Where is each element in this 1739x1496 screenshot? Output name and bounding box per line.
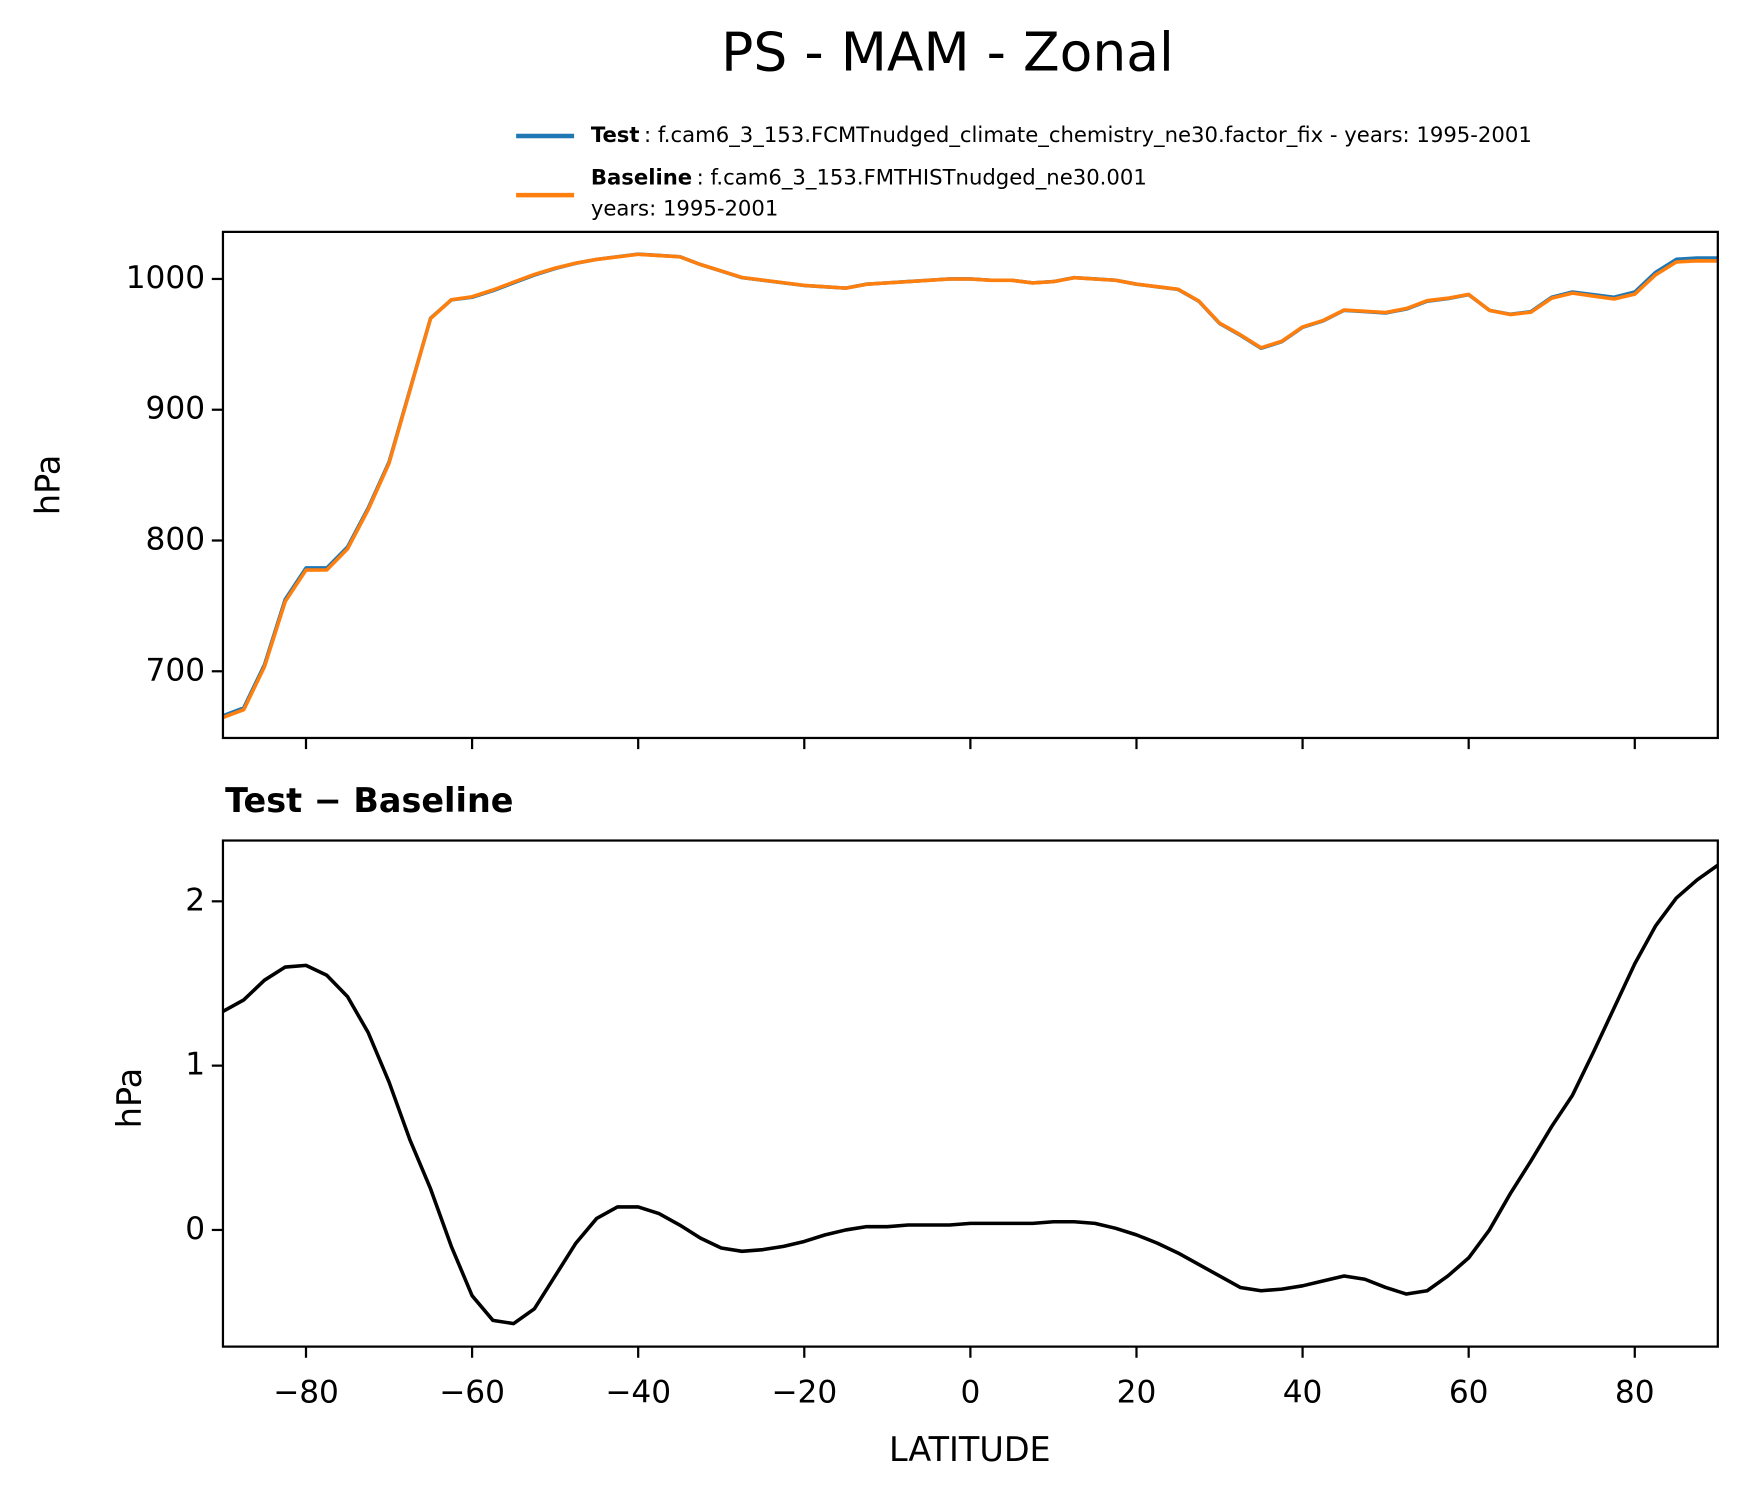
legend-entry: Baseline: f.cam6_3_153.FMTHISTnudged_ne3… [591, 164, 1147, 190]
plot-frame [221, 839, 1719, 1348]
subplot-title: Test − Baseline [225, 781, 513, 820]
data-line [222, 863, 1718, 1326]
chart-title: PS - MAM - Zonal [721, 20, 1174, 83]
legend-entry: years: 1995-2001 [591, 196, 779, 221]
y-tick-label: 700 [146, 652, 206, 688]
x-tick-label: 80 [1615, 1374, 1655, 1410]
y-tick-label: 800 [146, 521, 206, 557]
x-tick-label: −60 [439, 1374, 505, 1410]
x-tick-label: 60 [1449, 1374, 1489, 1410]
x-tick-label: −40 [605, 1374, 671, 1410]
legend-entry: Test: f.cam6_3_153.FCMTnudged_climate_ch… [591, 122, 1532, 148]
y-axis-label: hPa [110, 1068, 149, 1128]
data-line [222, 252, 1718, 720]
data-line [222, 252, 1718, 718]
plot-frame [221, 230, 1719, 740]
y-tick-label: 0 [185, 1211, 205, 1247]
y-tick-label: 1 [185, 1047, 205, 1083]
y-tick-label: 2 [185, 882, 205, 918]
x-tick-label: 0 [960, 1374, 980, 1410]
y-axis-label: hPa [29, 455, 68, 515]
x-tick-label: −80 [273, 1374, 339, 1410]
y-tick-label: 1000 [126, 260, 205, 296]
x-tick-label: 20 [1117, 1374, 1157, 1410]
y-tick-label: 900 [146, 391, 206, 427]
x-tick-label: 40 [1283, 1374, 1323, 1410]
x-axis-label: LATITUDE [889, 1430, 1051, 1469]
x-tick-label: −20 [771, 1374, 837, 1410]
legend: Test: f.cam6_3_153.FCMTnudged_climate_ch… [516, 122, 1532, 221]
